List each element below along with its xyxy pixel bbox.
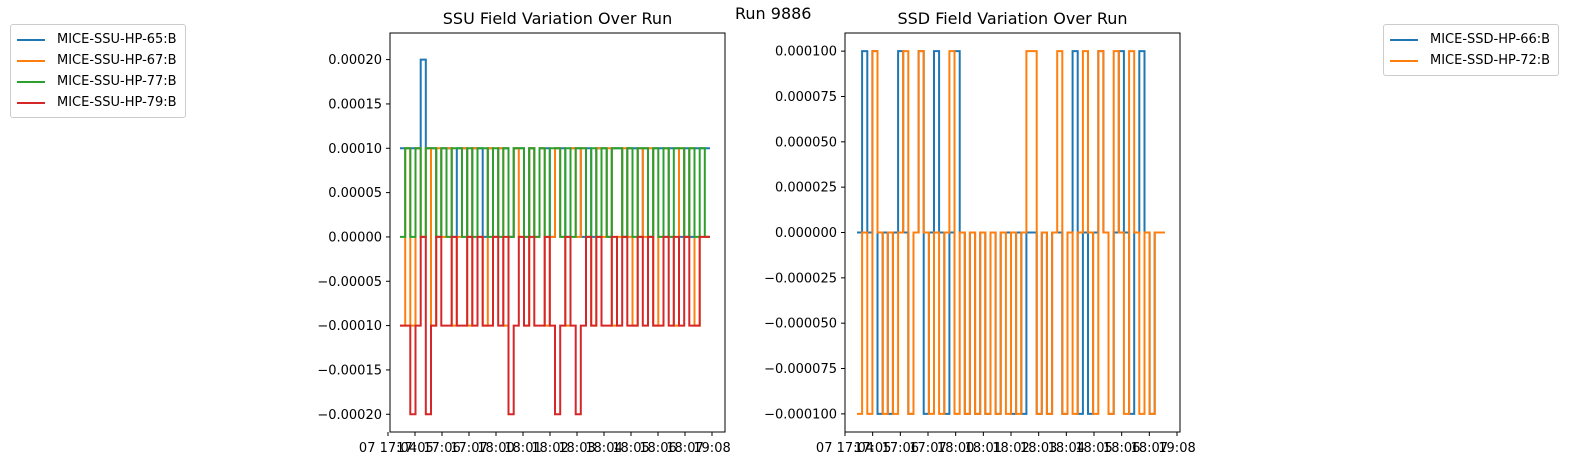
- legend-item: MICE-SSD-HP-66:B: [1390, 29, 1550, 50]
- y-tick-label: −0.000075: [764, 362, 837, 377]
- y-tick-label: 0.00015: [328, 97, 382, 112]
- x-tick-label: 18:07: [666, 441, 703, 456]
- y-tick-label: 0.000075: [775, 90, 837, 105]
- x-tick-label: 18:03: [1020, 441, 1057, 456]
- legend-item: MICE-SSD-HP-72:B: [1390, 50, 1550, 71]
- x-tick-label: 18:02: [992, 441, 1029, 456]
- x-tick-label: 18:05: [1075, 441, 1112, 456]
- x-tick-label: 18:00: [477, 441, 514, 456]
- y-tick-label: −0.00005: [317, 275, 382, 290]
- x-tick-label: 18:04: [1048, 441, 1085, 456]
- y-tick-label: −0.000100: [764, 407, 837, 422]
- legend-swatch: [17, 101, 45, 104]
- axes-frame: [389, 32, 726, 433]
- legend-item: MICE-SSU-HP-77:B: [17, 71, 177, 92]
- legend-label: MICE-SSD-HP-66:B: [1430, 32, 1551, 47]
- x-tick-label: 18:04: [585, 441, 622, 456]
- legend-swatch: [1390, 59, 1418, 62]
- y-tick-label: 0.000025: [775, 181, 837, 196]
- y-tick-label: −0.00015: [317, 363, 382, 378]
- x-tick-label: 17:06: [882, 441, 919, 456]
- legend-label: MICE-SSU-HP-65:B: [57, 32, 177, 47]
- x-tick-label: 18:00: [937, 441, 974, 456]
- y-tick-label: 0.000100: [775, 45, 837, 60]
- y-tick-label: −0.00010: [317, 319, 382, 334]
- legend-label: MICE-SSU-HP-77:B: [57, 74, 177, 89]
- chart-title: SSD Field Variation Over Run: [897, 9, 1127, 28]
- y-tick-label: −0.00020: [317, 408, 382, 423]
- legend-label: MICE-SSU-HP-67:B: [57, 53, 177, 68]
- y-tick-label: 0.00005: [328, 186, 382, 201]
- chart-title: SSU Field Variation Over Run: [443, 9, 672, 28]
- x-tick-label: 18:01: [504, 441, 541, 456]
- x-tick-label: 19:08: [1158, 441, 1195, 456]
- legend-ssd: MICE-SSD-HP-66:B MICE-SSD-HP-72:B: [1383, 24, 1560, 76]
- y-tick-label: −0.000050: [764, 317, 837, 332]
- series-line: [857, 50, 1165, 415]
- y-tick-label: 0.000000: [775, 226, 837, 241]
- legend-swatch: [17, 80, 45, 83]
- legend-item: MICE-SSU-HP-65:B: [17, 29, 177, 50]
- series-line: [400, 235, 710, 416]
- x-tick-label: 17:07: [450, 441, 487, 456]
- y-tick-label: 0.000050: [775, 135, 837, 150]
- x-tick-label: 07 17:04: [359, 441, 417, 456]
- legend-label: MICE-SSU-HP-79:B: [57, 95, 177, 110]
- series-line: [400, 147, 710, 238]
- x-tick-label: 17:07: [909, 441, 946, 456]
- x-tick-label: 07 17:04: [816, 441, 874, 456]
- figure-suptitle: Run 9886: [735, 4, 812, 23]
- legend-item: MICE-SSU-HP-79:B: [17, 92, 177, 113]
- x-tick-label: 18:06: [639, 441, 676, 456]
- legend-item: MICE-SSU-HP-67:B: [17, 50, 177, 71]
- x-tick-label: 17:06: [423, 441, 460, 456]
- x-tick-label: 19:08: [693, 441, 730, 456]
- x-tick-label: 17:05: [396, 441, 433, 456]
- legend-swatch: [1390, 38, 1418, 41]
- x-tick-label: 17:05: [854, 441, 891, 456]
- y-tick-label: −0.000025: [764, 271, 837, 286]
- y-tick-label: 0.00020: [328, 53, 382, 68]
- x-tick-label: 18:03: [558, 441, 595, 456]
- legend-label: MICE-SSD-HP-72:B: [1430, 53, 1551, 68]
- y-tick-label: 0.00000: [328, 230, 382, 245]
- y-tick-label: 0.00010: [328, 142, 382, 157]
- legend-swatch: [17, 59, 45, 62]
- legend-ssu: MICE-SSU-HP-65:B MICE-SSU-HP-67:B MICE-SSU…: [10, 24, 186, 118]
- x-tick-label: 18:01: [965, 441, 1002, 456]
- x-tick-label: 18:07: [1131, 441, 1168, 456]
- x-tick-label: 18:02: [531, 441, 568, 456]
- x-tick-label: 18:05: [612, 441, 649, 456]
- x-tick-label: 18:06: [1103, 441, 1140, 456]
- legend-swatch: [17, 38, 45, 41]
